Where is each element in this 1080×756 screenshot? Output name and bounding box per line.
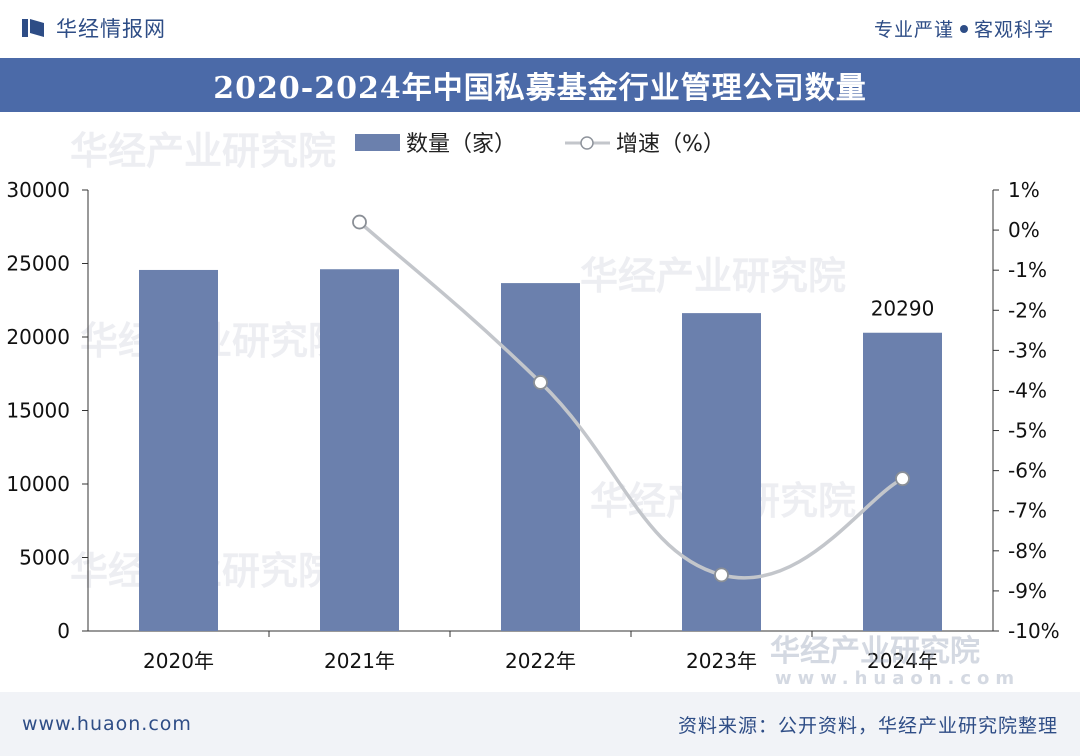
y-right-tick-label: -7%: [1008, 499, 1047, 523]
y-right-tick-label: -9%: [1008, 579, 1047, 603]
slogan-dot-icon: [959, 24, 968, 33]
top-bar: 华经情报网 专业严谨 客观科学: [0, 0, 1080, 56]
brand[interactable]: 华经情报网: [22, 13, 166, 43]
y-left-tick-label: 20000: [6, 325, 70, 349]
y-right-tick-label: -4%: [1008, 378, 1047, 402]
slogan: 专业严谨 客观科学: [874, 15, 1054, 42]
bar: [139, 269, 218, 631]
y-right-tick-label: -1%: [1008, 258, 1047, 282]
slogan-left: 专业严谨: [873, 18, 954, 41]
brand-logo-icon: [22, 19, 44, 37]
legend-line-marker: [580, 136, 594, 150]
y-left-tick-label: 15000: [6, 399, 70, 423]
brand-name: 华经情报网: [56, 17, 166, 41]
y-right-tick-label: -3%: [1008, 338, 1047, 362]
y-left-tick-label: 25000: [6, 252, 70, 276]
legend-bar-swatch: [355, 134, 400, 151]
x-tick-label: 2024年: [867, 649, 938, 673]
growth-line: [358, 220, 904, 580]
x-tick-label: 2021年: [324, 649, 395, 673]
bar: [320, 269, 399, 631]
y-left-tick-label: 30000: [6, 178, 70, 202]
y-left-tick-label: 5000: [19, 546, 70, 570]
x-tick-label: 2022年: [505, 649, 576, 673]
bar: [501, 283, 580, 631]
x-tick-label: 2023年: [686, 649, 757, 673]
growth-point: [895, 471, 910, 487]
footer: www.huaon.com 资料来源：公开资料，华经产业研究院整理: [0, 692, 1080, 756]
x-tick-label: 2020年: [143, 649, 214, 673]
y-left-tick-label: 10000: [6, 472, 70, 496]
legend-bar-label: 数量（家）: [406, 132, 516, 157]
footer-website[interactable]: www.huaon.com: [22, 713, 192, 735]
y-left-tick-label: 0: [57, 619, 70, 643]
y-right-tick-label: -10%: [1008, 619, 1060, 643]
y-right-tick-label: -5%: [1008, 419, 1047, 443]
bar-data-label: 20290: [871, 297, 935, 321]
growth-point: [714, 567, 729, 583]
legend-line-label: 增速（%）: [616, 132, 725, 157]
chart: 数量（家） 增速（%） 0 5000 10000 15000 20000 25000 30000…: [6, 132, 1060, 673]
bar: [682, 313, 761, 631]
y-right-tick-label: 0%: [1008, 218, 1040, 242]
page-title: 2020-2024年中国私募基金行业管理公司数量: [213, 71, 867, 106]
y-right-tick-label: -2%: [1008, 298, 1047, 322]
footer-source: 资料来源：公开资料，华经产业研究院整理: [677, 714, 1058, 737]
y-right-tick-label: 1%: [1008, 178, 1040, 202]
title-band: 2020-2024年中国私募基金行业管理公司数量: [0, 58, 1080, 112]
growth-point: [533, 375, 548, 390]
y-right-tick-label: -8%: [1008, 539, 1047, 563]
growth-point: [352, 214, 367, 230]
slogan-right: 客观科学: [973, 18, 1054, 41]
y-right-tick-label: -6%: [1008, 459, 1047, 483]
